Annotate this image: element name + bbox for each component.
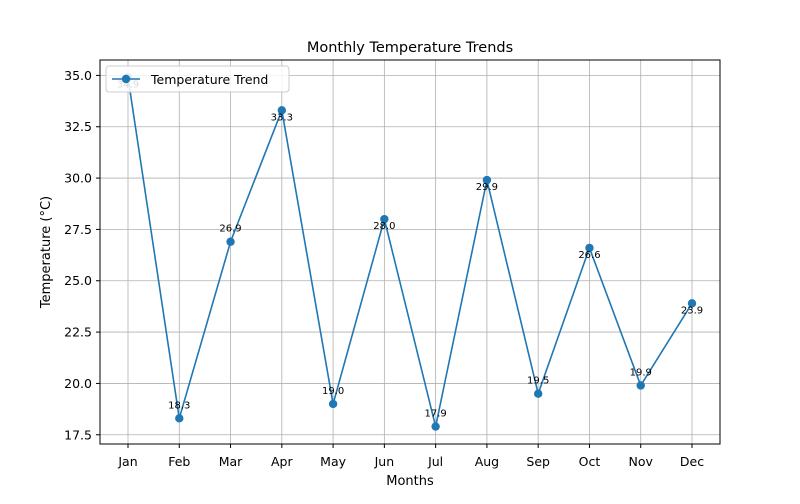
y-tick-label: 27.5	[64, 222, 92, 237]
data-label: 26.6	[578, 250, 600, 261]
data-label: 23.9	[681, 305, 703, 316]
y-tick-label: 20.0	[64, 376, 92, 391]
y-tick-label: 25.0	[64, 273, 92, 288]
x-tick-label: Mar	[219, 454, 243, 469]
data-point-dec	[687, 299, 697, 308]
data-label: 29.9	[476, 182, 498, 193]
data-point-oct	[585, 243, 594, 253]
data-label: 19.5	[527, 376, 549, 387]
data-point-jun	[380, 214, 389, 224]
y-tick-label: 30.0	[64, 171, 92, 186]
x-axis-ticks: Jan Feb Mar Apr May Jun Jul Aug Sep Oct Nov Dec	[117, 444, 704, 469]
x-tick-label: Sep	[526, 454, 550, 469]
y-tick-label: 32.5	[64, 119, 92, 134]
legend-marker-swatch	[121, 74, 131, 84]
y-axis-label: Temperature (°C)	[39, 196, 54, 309]
data-point-jul	[431, 422, 440, 431]
data-point-nov	[636, 381, 645, 390]
data-point-aug	[482, 175, 492, 185]
legend-entry-label: Temperature Trend	[150, 72, 268, 87]
x-tick-label: Aug	[475, 454, 499, 469]
x-tick-label: Oct	[579, 454, 601, 469]
data-label: 19.9	[630, 367, 652, 378]
x-tick-label: Feb	[168, 454, 190, 469]
legend: Temperature Trend	[105, 65, 290, 93]
data-label: 26.9	[219, 224, 241, 235]
data-point-sep	[533, 389, 543, 398]
x-tick-label: Dec	[680, 454, 704, 469]
y-axis-ticks: 17.5 20.0 22.5 25.0 27.5 30.0 32.5 35.0	[64, 68, 100, 442]
x-tick-label: Jul	[427, 454, 443, 469]
data-point-may	[328, 399, 338, 409]
data-label: 28.0	[373, 221, 395, 232]
x-tick-label: Jan	[117, 454, 137, 469]
y-tick-label: 22.5	[64, 325, 92, 340]
x-tick-label: Nov	[629, 454, 654, 469]
data-label: 17.9	[425, 409, 447, 420]
series-line-temperature	[127, 77, 693, 427]
data-point-feb	[175, 414, 184, 423]
chart-title: Monthly Temperature Trends	[307, 40, 513, 56]
data-point-mar	[226, 237, 235, 246]
x-tick-label: May	[320, 454, 346, 469]
x-axis-label: Months	[386, 474, 434, 489]
data-label: 33.3	[271, 112, 293, 123]
data-point-apr	[277, 106, 287, 115]
x-tick-label: Apr	[271, 454, 293, 469]
data-label: 19.0	[322, 386, 344, 397]
x-tick-label: Jun	[374, 454, 395, 469]
plot-area-frame	[99, 59, 721, 445]
legend-frame	[105, 65, 290, 93]
y-tick-label: 17.5	[64, 427, 92, 442]
series-temperature	[123, 73, 697, 431]
y-tick-label: 35.0	[64, 68, 92, 83]
data-label: 18.3	[168, 400, 190, 411]
